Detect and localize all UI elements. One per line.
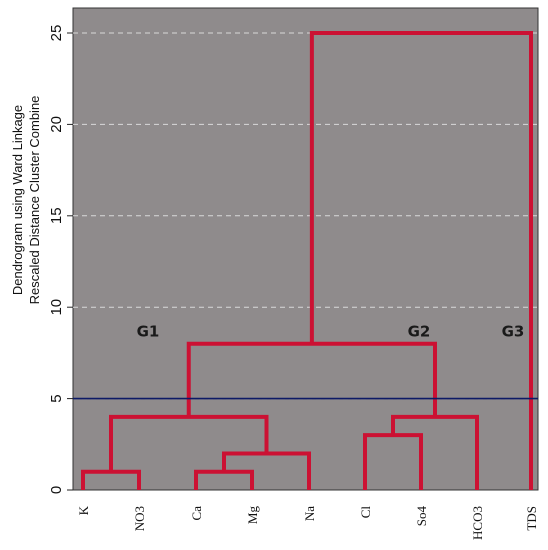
- x-tick-label: Cl: [358, 506, 373, 519]
- x-tick-label: HCO3: [470, 506, 485, 540]
- y-tick-label: 20: [48, 116, 65, 133]
- group-label: G1: [137, 323, 160, 341]
- group-label: G2: [408, 323, 431, 341]
- plot-background: [72, 7, 539, 491]
- x-tick-label: K: [76, 505, 91, 515]
- y-axis-label-line2: Rescaled Distance Cluster Combine: [27, 96, 42, 305]
- y-tick-label: 10: [48, 299, 65, 316]
- x-tick-label: Mg: [245, 506, 260, 525]
- x-axis-leaf-labels: K NO3 Ca Mg Na Cl So4 HCO3 TDS: [76, 505, 539, 540]
- y-tick-label: 25: [48, 25, 65, 42]
- y-tick-label: 15: [48, 207, 65, 224]
- y-axis-label-line1: Dendrogram using Ward Linkage: [10, 105, 25, 295]
- x-tick-label: Na: [302, 506, 317, 521]
- y-axis: 0 5 10 15 20 25: [48, 25, 73, 494]
- x-tick-label: Ca: [189, 506, 204, 521]
- x-tick-label: NO3: [132, 506, 147, 531]
- x-tick-label: So4: [414, 506, 429, 527]
- group-label: G3: [502, 323, 525, 341]
- group-labels: G1 G2 G3: [137, 323, 525, 341]
- dendrogram-branch: [309, 31, 533, 490]
- x-tick-label: TDS: [524, 506, 539, 531]
- y-tick-label: 0: [48, 486, 65, 494]
- y-tick-label: 5: [48, 394, 65, 402]
- dendrogram-branches: [81, 31, 533, 490]
